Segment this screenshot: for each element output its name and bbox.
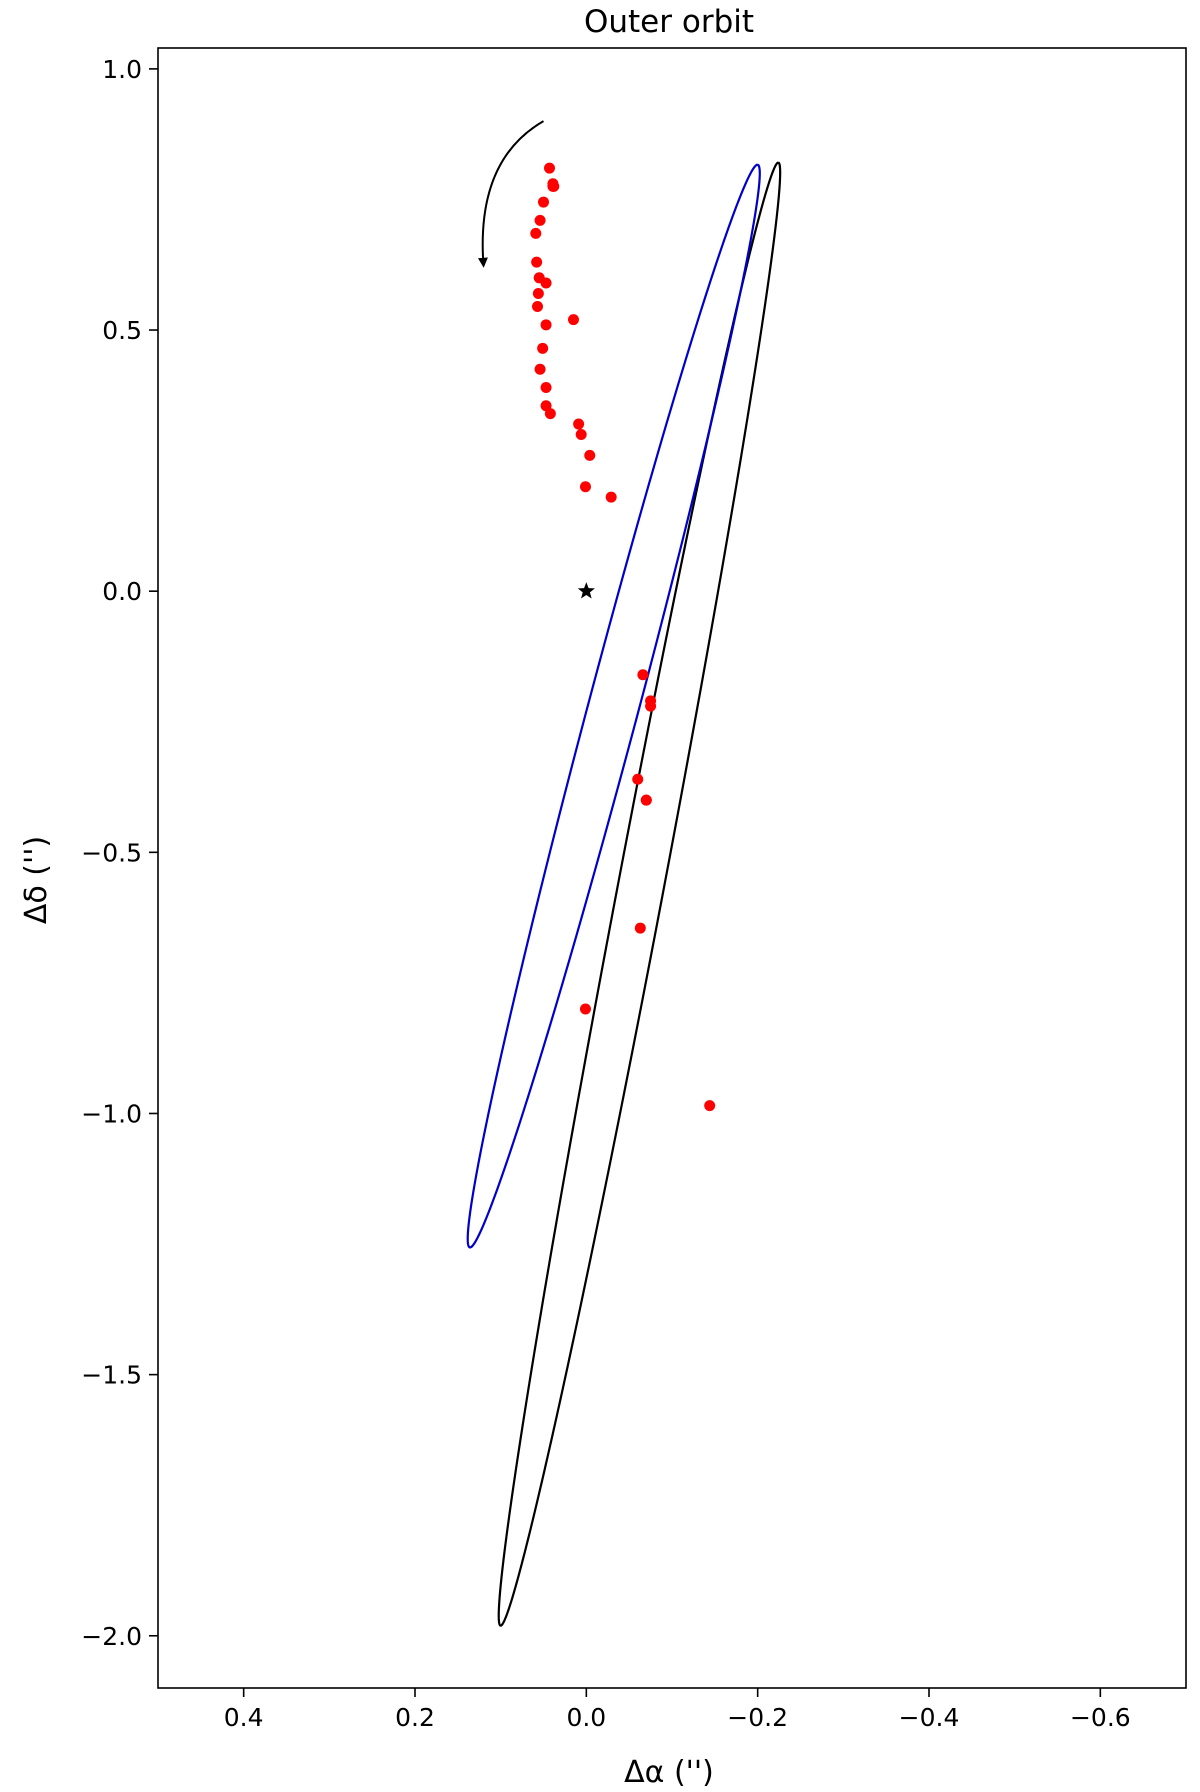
marks-layer bbox=[477, 120, 716, 1112]
y-tick-label: −1.5 bbox=[81, 1361, 142, 1390]
data-point bbox=[573, 418, 585, 430]
axes-layer: 0.4 0.2 0.0 −0.2 −0.4 −0.6 1.0 0.5 0.0 −0.5 −1.0 −1… bbox=[81, 47, 1187, 1732]
data-point bbox=[579, 1003, 591, 1015]
y-axis-label: Δδ ('') bbox=[19, 836, 54, 924]
data-point bbox=[543, 162, 555, 174]
orbit-layer bbox=[466, 161, 782, 1627]
data-point bbox=[605, 491, 617, 503]
y-tick-label: 1.0 bbox=[102, 55, 142, 84]
direction-arrow bbox=[477, 120, 544, 268]
data-point bbox=[534, 363, 546, 375]
data-point bbox=[632, 773, 644, 785]
x-tick-label: 0.0 bbox=[566, 1703, 606, 1732]
x-tick-label: −0.2 bbox=[727, 1703, 788, 1732]
data-point bbox=[637, 669, 649, 681]
data-point bbox=[532, 287, 544, 299]
chart-title: Outer orbit bbox=[584, 4, 754, 40]
data-point bbox=[575, 428, 587, 440]
data-point bbox=[540, 277, 552, 289]
orbit-ellipse-2 bbox=[466, 163, 761, 1249]
data-point bbox=[530, 227, 542, 239]
data-point bbox=[704, 1100, 716, 1112]
data-point bbox=[567, 314, 579, 326]
data-point bbox=[540, 381, 552, 393]
data-point bbox=[531, 256, 543, 268]
data-point bbox=[645, 700, 657, 712]
primary-star-marker bbox=[577, 582, 595, 599]
data-point bbox=[534, 214, 546, 226]
x-tick-label: −0.6 bbox=[1070, 1703, 1131, 1732]
x-axis-label: Δα ('') bbox=[624, 1755, 714, 1790]
y-tick-label: 0.0 bbox=[102, 577, 142, 606]
y-tick-label: −1.0 bbox=[81, 1099, 142, 1128]
y-tick-label: 0.5 bbox=[102, 316, 142, 345]
orbit-ellipse-1 bbox=[497, 161, 782, 1627]
data-point bbox=[579, 481, 591, 493]
data-point bbox=[537, 342, 549, 354]
data-point bbox=[634, 922, 646, 934]
x-tick-label: 0.2 bbox=[395, 1703, 435, 1732]
data-point bbox=[540, 319, 552, 331]
y-tick-label: −0.5 bbox=[81, 838, 142, 867]
x-tick-label: −0.4 bbox=[899, 1703, 960, 1732]
data-point bbox=[538, 196, 549, 208]
data-point bbox=[532, 301, 544, 313]
data-point bbox=[640, 794, 652, 806]
data-point bbox=[548, 180, 560, 192]
plot-frame bbox=[157, 47, 1187, 1689]
data-point bbox=[544, 408, 556, 420]
x-tick-label: 0.4 bbox=[224, 1703, 264, 1732]
data-point bbox=[584, 449, 596, 461]
y-tick-label: −2.0 bbox=[81, 1622, 142, 1651]
